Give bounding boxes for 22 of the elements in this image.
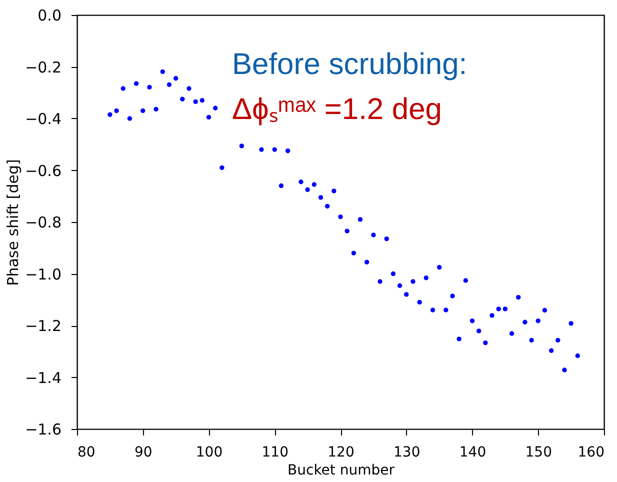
- x-tick-label: 100: [196, 444, 223, 460]
- x-tick-label: 140: [459, 444, 486, 460]
- y-tick-label: −1.4: [25, 368, 62, 387]
- annotation: Before scrubbing:: [232, 48, 468, 81]
- x-tick-label: 90: [134, 444, 152, 460]
- x-tick-label: 160: [578, 444, 604, 460]
- x-tick-label: 130: [394, 444, 420, 460]
- x-axis-title: Bucket number: [288, 462, 395, 478]
- y-tick-label: −0.8: [25, 214, 62, 232]
- x-tick-label: 80: [78, 444, 96, 460]
- y-tick-label: −1.2: [25, 317, 62, 335]
- x-tick-label: 120: [328, 444, 354, 460]
- y-tick-label: −0.2: [25, 58, 62, 76]
- y-tick-label: 0.0: [38, 6, 62, 24]
- y-axis-title: Phase shift [deg]: [4, 159, 22, 286]
- annotation: Δϕₛᵐᵃˣ =1.2 deg: [232, 93, 442, 126]
- y-tick-label: −1.0: [25, 265, 62, 284]
- y-tick-label: −0.4: [25, 110, 62, 128]
- y-tick-label: −1.6: [25, 420, 62, 438]
- x-tick-label: 110: [262, 444, 288, 460]
- y-tick-label: −0.6: [25, 162, 62, 180]
- x-tick-label: 150: [525, 444, 552, 460]
